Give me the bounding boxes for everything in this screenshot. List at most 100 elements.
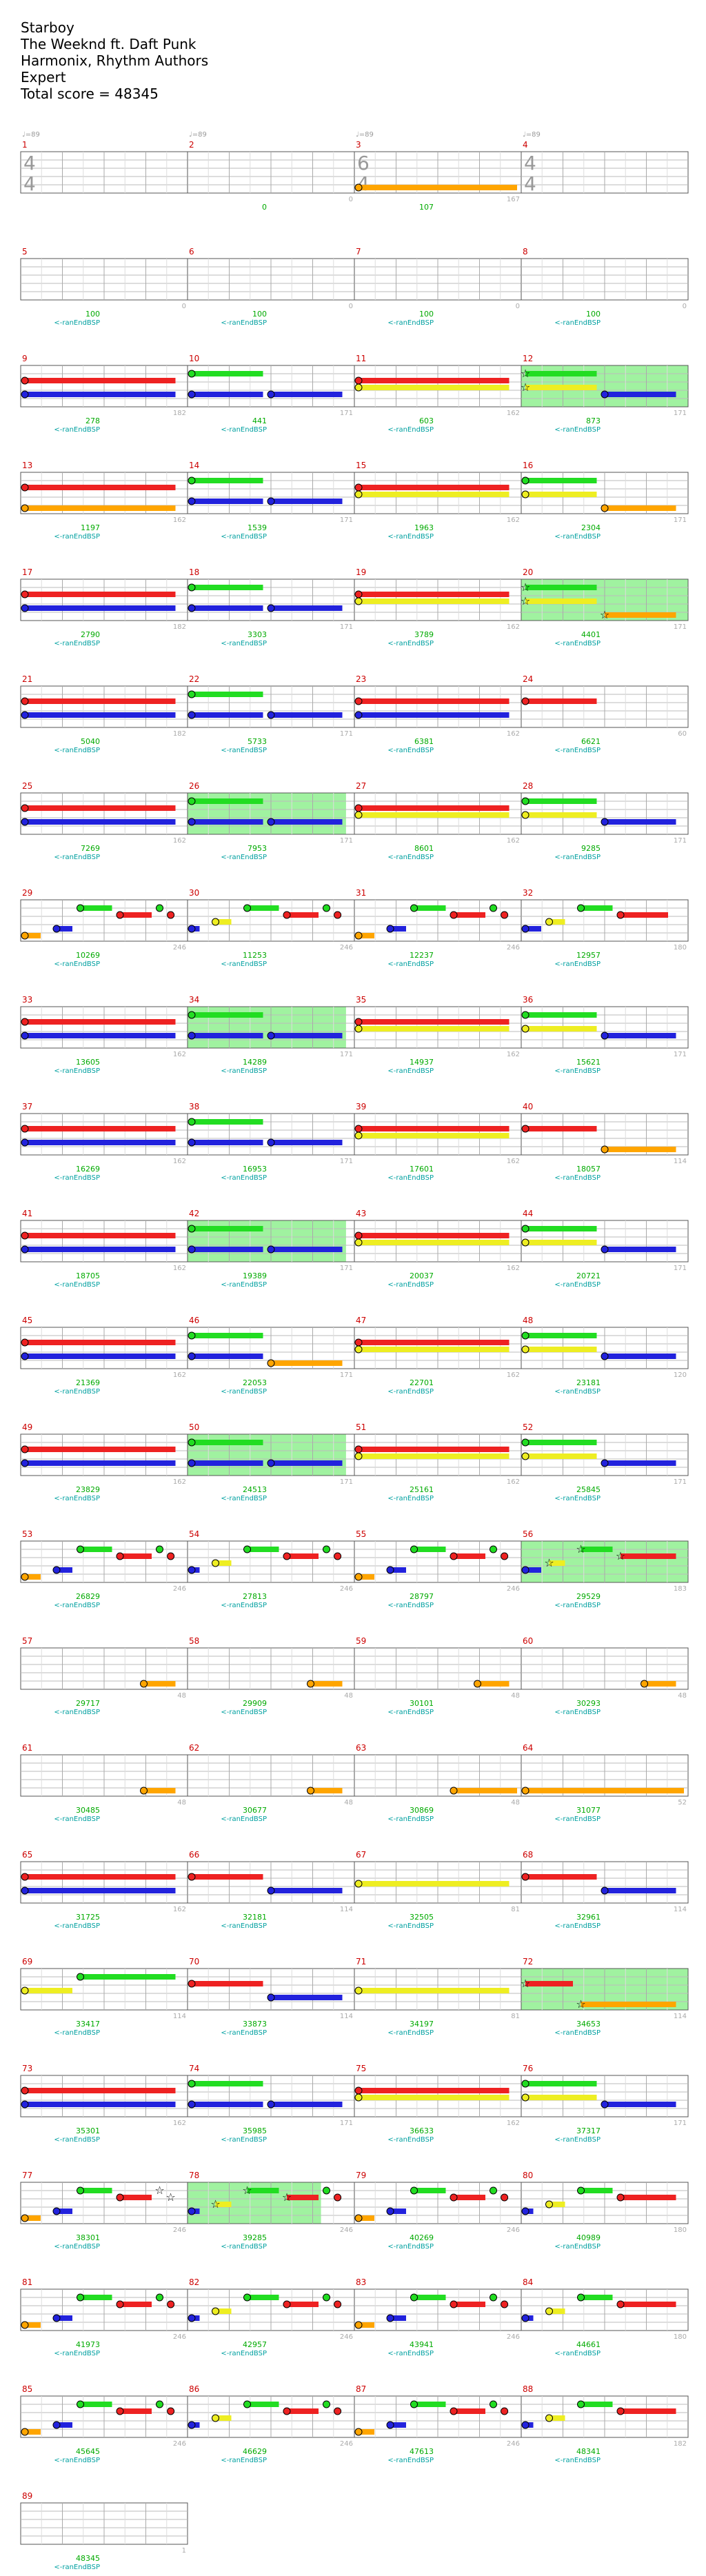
yellow-sustain [215,919,232,925]
blue-note [188,1566,196,1574]
bonus-value: 0 [516,303,520,310]
cumulative-score: 42957 [243,2340,267,2349]
blue-sustain [359,712,510,718]
blue-note [354,711,363,719]
green-sustain [414,1547,446,1552]
cumulative-score: 12237 [410,951,434,960]
bonus-value: 171 [340,730,353,738]
cumulative-score: 33417 [76,2020,100,2029]
blue-note [267,1138,275,1147]
tempo-marker: ♩=89 [189,131,207,139]
red-note [21,2086,29,2095]
red-note [501,911,509,919]
red-note [21,590,29,598]
cumulative-score: 2790 [81,630,100,639]
measure-number: 12 [523,354,533,363]
yellow-sustain [525,1347,597,1352]
bonus-value: 246 [507,2333,520,2341]
bonus-value: 180 [674,2333,687,2341]
blue-note [601,1352,609,1360]
red-sustain [359,485,510,490]
green-note [323,2186,330,2195]
measure-number: 17 [22,567,32,577]
orange-note [354,2428,363,2436]
blue-sustain [57,2422,72,2428]
yellow-sustain [549,919,565,925]
yellow-sustain [525,492,597,497]
measure-number: 81 [22,2277,32,2287]
measure-number: 29 [22,888,32,898]
sp-end-label: <-ranEndBSP [554,533,601,541]
measure-number: 49 [22,1422,32,1432]
measure-number: 1 [22,140,28,150]
blue-note [521,2207,530,2215]
cumulative-score: 5733 [248,737,267,746]
measure-number: 51 [356,1422,366,1432]
green-note [577,2186,585,2195]
bonus-value: 180 [674,944,687,952]
blue-note [21,1245,29,1254]
measure-number: 25 [22,781,32,791]
blue-sustain [271,1888,343,1893]
sp-end-label: <-ranEndBSP [387,1602,434,1609]
sp-end-label: <-ranEndBSP [554,2457,601,2464]
tempo-marker: ♩=89 [22,131,40,139]
yellow-sustain [525,1453,597,1459]
blue-note [188,1459,196,1467]
blue-sustain [390,2208,406,2214]
green-sustain [525,798,597,804]
measure-number: 31 [356,888,366,898]
sp-end-label: <-ranEndBSP [221,1709,267,1716]
green-sustain [80,2402,112,2407]
cumulative-score: 32961 [576,1913,601,1922]
sp-end-label: <-ranEndBSP [54,1067,100,1075]
measure-number: 48 [523,1316,533,1325]
red-sustain [359,1126,510,1131]
green-sustain [525,1333,597,1338]
cumulative-score: 12957 [576,951,601,960]
red-sustain [454,2302,485,2307]
orange-note [601,504,609,512]
cumulative-score: 16269 [76,1165,100,1174]
bonus-value: 246 [507,2440,520,2448]
yellow-sustain [525,1240,597,1245]
red-sustain [621,912,668,918]
blue-note [21,2100,29,2109]
cumulative-score: 26829 [76,1592,100,1601]
orange-note [140,1680,148,1688]
cumulative-score: 107 [419,203,434,212]
green-sustain [80,2188,112,2193]
blue-sustain [25,1460,176,1466]
sp-end-label: <-ranEndBSP [221,2350,267,2357]
bonus-value: 246 [507,1585,520,1593]
sp-end-label: <-ranEndBSP [387,2029,434,2037]
cumulative-score: 10269 [76,951,100,960]
red-sustain [525,698,597,704]
green-note [577,2293,585,2302]
red-note [116,911,124,919]
green-note [577,904,585,912]
red-note [354,2086,363,2095]
blue-note [21,1032,29,1040]
red-sustain [287,912,319,918]
green-sustain [247,905,279,911]
sp-end-label: <-ranEndBSP [554,1709,601,1716]
green-sustain [581,1547,613,1552]
red-note [521,1125,530,1133]
blue-sustain [25,712,176,718]
sp-end-label: <-ranEndBSP [54,533,100,541]
time-signature-bottom: 4 [23,172,36,195]
sp-end-label: <-ranEndBSP [554,640,601,647]
star-note: ☆ [154,2184,164,2197]
sp-end-label: <-ranEndBSP [554,1922,601,1930]
red-sustain [25,485,176,490]
cumulative-score: 873 [586,416,601,425]
blue-note [21,1886,29,1895]
red-sustain [621,1553,676,1559]
yellow-note [354,383,363,392]
bonus-value: 162 [507,1478,520,1486]
blue-sustain [192,2102,263,2107]
red-note [616,2193,625,2202]
sp-end-label: <-ranEndBSP [221,2457,267,2464]
